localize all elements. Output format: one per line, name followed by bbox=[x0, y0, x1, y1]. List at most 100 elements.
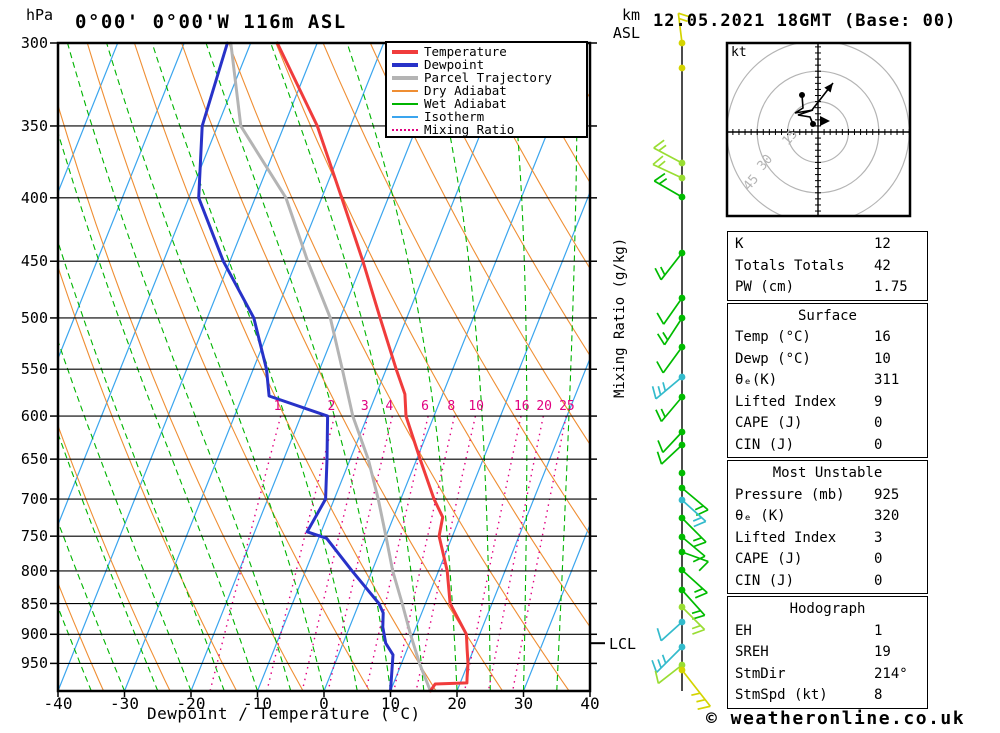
wet-adiabat-line bbox=[429, 43, 491, 691]
table-row-label: StmSpd (kt) bbox=[735, 687, 828, 703]
isotherm-line bbox=[389, 190, 590, 691]
table-row-value: 925 bbox=[874, 486, 900, 503]
temperature-tick-label: 0 bbox=[319, 694, 329, 713]
legend-item: Dewpoint bbox=[387, 57, 586, 72]
legend-swatch-dry-adiabat bbox=[392, 89, 418, 92]
temperature-tick-label: -30 bbox=[110, 694, 139, 713]
legend-label: Wet Adiabat bbox=[424, 96, 507, 111]
table-row: CIN (J) 0 bbox=[728, 435, 927, 457]
wind-barb-icon bbox=[652, 155, 686, 182]
table-title: Surface bbox=[797, 307, 857, 324]
mixing-ratio-value: 8 bbox=[447, 399, 456, 414]
legend-label: Isotherm bbox=[424, 109, 485, 124]
table-row-label: SREH bbox=[735, 644, 769, 660]
mixing-ratio-value: 4 bbox=[385, 399, 394, 414]
table-row: K 12 bbox=[728, 234, 927, 256]
wet-adiabat-line bbox=[66, 43, 292, 691]
dewpoint-curve bbox=[197, 41, 395, 693]
legend-item: Parcel Trajectory bbox=[387, 70, 586, 85]
mixing-ratio-axis-label: Mixing Ratio (g/kg) bbox=[612, 237, 628, 398]
mixing-ratio-value: 10 bbox=[468, 399, 485, 414]
table-row: CAPE (J) 0 bbox=[728, 549, 927, 571]
legend-item: Isotherm bbox=[387, 109, 586, 124]
pressure-axis-unit: hPa bbox=[26, 6, 54, 24]
legend-label: Parcel Trajectory bbox=[424, 70, 552, 85]
legend-label: Temperature bbox=[424, 44, 507, 59]
wet-adiabat-line bbox=[346, 43, 458, 691]
table-row-label: CIN (J) bbox=[735, 436, 795, 453]
mixing-ratio-value: 25 bbox=[559, 399, 575, 414]
table-row-label: Lifted Index bbox=[735, 393, 837, 410]
hodograph-trace-dot bbox=[799, 92, 805, 98]
wet-adiabat-line bbox=[58, 520, 126, 691]
mixing-ratio-value: 2 bbox=[327, 399, 336, 414]
legend-label: Dry Adiabat bbox=[424, 83, 507, 98]
hodograph-border bbox=[725, 41, 912, 218]
table-row: StmDir 214° bbox=[728, 664, 927, 686]
lcl-label: LCL bbox=[609, 635, 637, 653]
stats-table-most-unstable: Most Unstable Pressure (mb) 925 θₑ (K) 320 Li… bbox=[727, 460, 928, 594]
wind-barb-icon bbox=[656, 343, 686, 374]
table-row: EH 1 bbox=[728, 621, 927, 643]
date-title: 12.05.2021 18GMT (Base: 00) bbox=[653, 11, 957, 31]
wet-adiabat-line bbox=[58, 240, 225, 691]
hodograph-ring-label: 30 bbox=[755, 152, 777, 174]
table-row-value: 0 bbox=[874, 415, 883, 431]
dry-adiabat-line bbox=[464, 43, 590, 270]
legend-label: Mixing Ratio bbox=[424, 122, 515, 137]
table-row: Temp (°C) 16 bbox=[728, 327, 927, 349]
dry-adiabat-line bbox=[275, 43, 590, 628]
isotherm-line bbox=[58, 43, 318, 691]
hodograph-ring-label: 15 bbox=[780, 127, 802, 149]
legend-item: Mixing Ratio bbox=[387, 122, 586, 137]
wind-barb-icon bbox=[678, 64, 686, 72]
temperature-tick-label: 40 bbox=[580, 694, 600, 713]
isotherm-line bbox=[58, 43, 119, 194]
wind-barb-icon bbox=[678, 666, 711, 711]
table-row-value: 9 bbox=[874, 393, 883, 410]
temperature-tick-label: -20 bbox=[176, 694, 206, 713]
table-row-value: 214° bbox=[874, 665, 908, 682]
pressure-tick-label: 700 bbox=[20, 490, 48, 509]
table-row-label: Totals Totals bbox=[735, 257, 845, 274]
dry-adiabat-line bbox=[58, 581, 105, 691]
table-row: θₑ (K) 320 bbox=[728, 506, 927, 528]
table-row-value: 42 bbox=[874, 257, 891, 274]
stats-table-surface: Surface Temp (°C) 16 Dewp (°C) 10 θₑ(K) 311 Lif… bbox=[727, 302, 928, 458]
chart-title: 0°00' 0°00'W 116m ASL bbox=[75, 11, 347, 33]
table-row-label: K bbox=[735, 236, 744, 252]
temperature-tick-label: -40 bbox=[43, 694, 73, 713]
mixing-ratio-value: 6 bbox=[421, 399, 429, 414]
isotherm-line bbox=[123, 43, 385, 691]
wind-barb-icon bbox=[653, 139, 686, 167]
isotherm-line bbox=[456, 356, 590, 691]
table-title: Hodograph bbox=[789, 601, 866, 617]
table-row-value: 311 bbox=[874, 372, 900, 388]
legend-item: Wet Adiabat bbox=[387, 96, 586, 111]
altitude-axis-unit-asl: ASL bbox=[612, 24, 640, 42]
wind-barb-icon bbox=[654, 249, 686, 281]
wind-barb-column bbox=[651, 12, 711, 711]
isotherm-line bbox=[190, 43, 451, 691]
table-row-value: 320 bbox=[874, 508, 900, 524]
table-row-value: 3 bbox=[874, 529, 883, 546]
hodograph-trace-dot bbox=[810, 121, 816, 127]
wind-barb-icon bbox=[678, 566, 708, 599]
mixing-ratio-value: 20 bbox=[536, 399, 552, 414]
legend-item: Temperature bbox=[387, 44, 586, 59]
dry-adiabat-line bbox=[322, 43, 590, 536]
wind-barb-icon bbox=[678, 496, 707, 528]
hodograph-unit-label: kt bbox=[731, 45, 747, 60]
legend-swatch-isotherm bbox=[392, 115, 418, 118]
legend-label: Dewpoint bbox=[424, 57, 485, 72]
legend-swatch-parcel-trajectory bbox=[392, 75, 418, 80]
wind-barb-icon bbox=[654, 661, 686, 685]
wind-barb-icon bbox=[651, 643, 686, 674]
stats-table-hodograph: Hodograph EH 1 SREH 19 StmDir 214° StmSpd (kt) 8 bbox=[727, 596, 928, 709]
table-row: CAPE (J) 0 bbox=[728, 413, 927, 435]
dry-adiabat-line bbox=[58, 103, 304, 691]
dry-adiabat-line bbox=[369, 43, 590, 446]
table-row: θₑ(K) 311 bbox=[728, 370, 927, 392]
wind-barb-icon bbox=[656, 294, 686, 325]
